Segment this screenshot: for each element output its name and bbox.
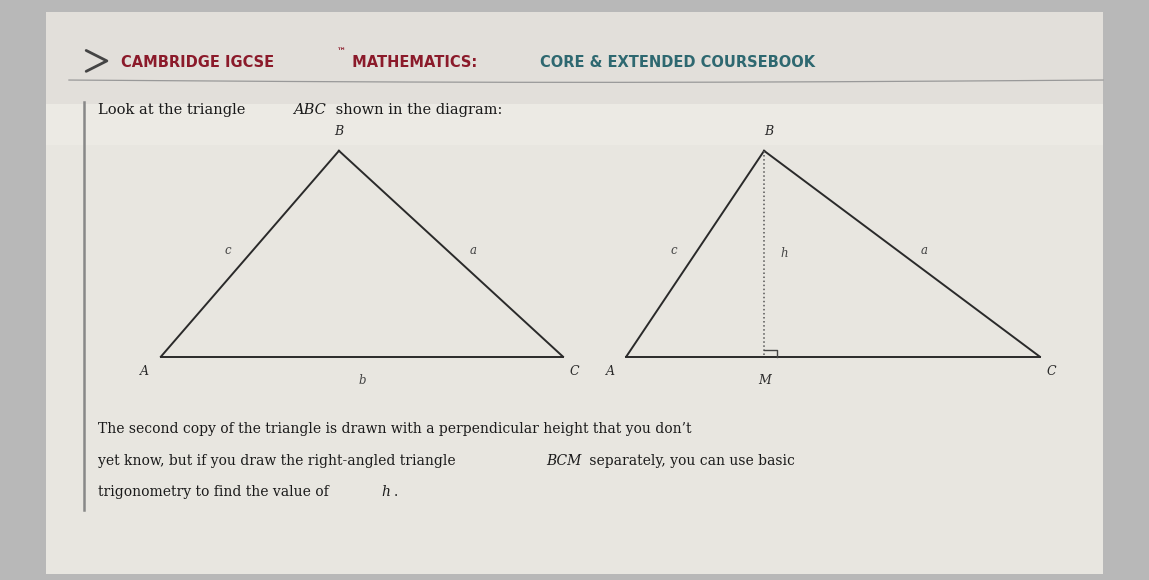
FancyBboxPatch shape [46,12,1103,145]
Text: h: h [381,485,391,499]
Text: B: B [334,125,344,138]
Text: separately, you can use basic: separately, you can use basic [585,454,795,468]
FancyBboxPatch shape [46,12,1103,574]
Text: shown in the diagram:: shown in the diagram: [331,103,502,117]
Text: C: C [1047,365,1056,378]
Text: CAMBRIDGE IGCSE: CAMBRIDGE IGCSE [121,55,273,70]
Text: MATHEMATICS:: MATHEMATICS: [347,55,483,70]
Text: c: c [225,244,232,258]
Text: B: B [764,125,773,138]
Text: a: a [469,244,477,258]
Text: C: C [570,365,579,378]
FancyBboxPatch shape [46,12,1103,104]
Text: a: a [920,244,927,258]
Text: CORE & EXTENDED COURSEBOOK: CORE & EXTENDED COURSEBOOK [540,55,815,70]
Text: The second copy of the triangle is drawn with a perpendicular height that you do: The second copy of the triangle is drawn… [98,422,692,436]
Text: ABC: ABC [293,103,326,117]
Text: c: c [670,244,677,258]
Text: h: h [780,247,788,260]
Text: A: A [140,365,149,378]
Text: M: M [757,374,771,387]
Text: trigonometry to find the value of: trigonometry to find the value of [98,485,333,499]
Text: yet know, but if you draw the right-angled triangle: yet know, but if you draw the right-angl… [98,454,460,468]
Text: A: A [606,365,615,378]
Text: Look at the triangle: Look at the triangle [98,103,249,117]
Text: b: b [358,374,365,387]
Text: .: . [394,485,399,499]
Text: ™: ™ [337,47,346,56]
Text: BCM: BCM [546,454,581,468]
